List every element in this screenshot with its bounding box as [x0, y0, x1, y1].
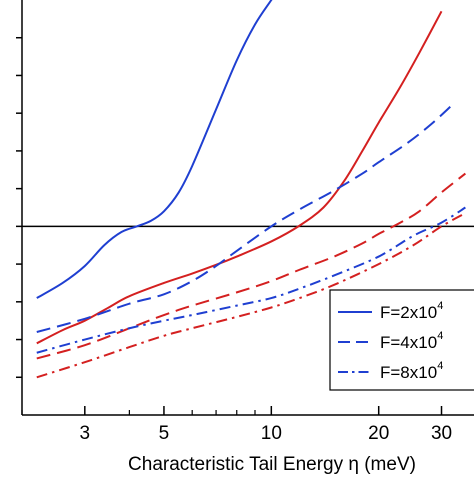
legend-label-exponent: 4 — [437, 330, 443, 342]
legend-label-1: F=4x104 — [380, 330, 443, 352]
series-line-3 — [36, 172, 467, 360]
series-line-2 — [36, 104, 453, 333]
plot-area — [22, 0, 474, 379]
x-tick-label: 10 — [261, 423, 282, 444]
x-tick-label: 5 — [159, 423, 170, 444]
series-line-0 — [36, 0, 273, 299]
legend: F=2x104 F=4x104 F=8x104 — [329, 289, 474, 391]
legend-label-2: F=8x104 — [380, 360, 443, 382]
series-line-1 — [36, 10, 443, 345]
x-axis-label: Characteristic Tail Energy η (meV) — [128, 454, 416, 474]
series-line-4 — [36, 206, 466, 354]
legend-label-exponent: 4 — [437, 300, 443, 312]
legend-label-exponent: 4 — [437, 360, 443, 372]
axes: 3 5 10 20 30 — [16, 0, 474, 444]
x-tick-label: 3 — [80, 423, 91, 444]
series-line-5 — [36, 212, 466, 379]
x-tick-label: 20 — [368, 423, 389, 444]
legend-box — [329, 289, 474, 391]
legend-label-0: F=2x104 — [380, 300, 443, 322]
x-tick-label: 30 — [431, 423, 452, 444]
